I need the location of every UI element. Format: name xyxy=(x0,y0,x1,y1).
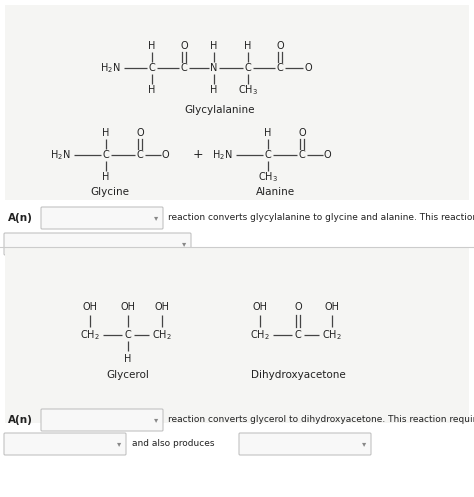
Text: Glycerol: Glycerol xyxy=(107,370,149,380)
Text: C: C xyxy=(299,150,305,160)
Text: OH: OH xyxy=(325,302,339,312)
Text: O: O xyxy=(323,150,331,160)
Text: C: C xyxy=(103,150,109,160)
Text: H$_2$N: H$_2$N xyxy=(100,61,120,75)
FancyBboxPatch shape xyxy=(239,433,371,455)
Text: A(n): A(n) xyxy=(8,213,33,223)
Text: Dihydroxyacetone: Dihydroxyacetone xyxy=(251,370,346,380)
Text: CH$_2$: CH$_2$ xyxy=(152,328,172,342)
Text: H: H xyxy=(148,85,155,95)
Text: H$_2$N: H$_2$N xyxy=(211,148,232,162)
Text: Glycine: Glycine xyxy=(91,187,129,197)
Text: A(n): A(n) xyxy=(8,415,33,425)
Text: +: + xyxy=(193,149,203,162)
Text: ▾: ▾ xyxy=(154,214,158,223)
FancyBboxPatch shape xyxy=(41,409,163,431)
Text: O: O xyxy=(161,150,169,160)
Text: C: C xyxy=(264,150,272,160)
Text: H: H xyxy=(102,128,109,138)
Text: N: N xyxy=(210,63,218,73)
Text: H$_2$N: H$_2$N xyxy=(50,148,70,162)
FancyBboxPatch shape xyxy=(5,5,469,200)
Text: CH$_2$: CH$_2$ xyxy=(250,328,270,342)
Text: O: O xyxy=(180,41,188,51)
Text: CH$_3$: CH$_3$ xyxy=(258,170,278,184)
Text: O: O xyxy=(136,128,144,138)
Text: O: O xyxy=(298,128,306,138)
Text: and also produces: and also produces xyxy=(132,439,215,448)
Text: ▾: ▾ xyxy=(117,439,121,448)
Text: C: C xyxy=(245,63,251,73)
Text: OH: OH xyxy=(253,302,267,312)
Text: H: H xyxy=(244,41,252,51)
Text: CH$_2$: CH$_2$ xyxy=(322,328,342,342)
Text: O: O xyxy=(294,302,302,312)
Text: H: H xyxy=(264,128,272,138)
Text: H: H xyxy=(102,172,109,182)
Text: C: C xyxy=(181,63,187,73)
FancyBboxPatch shape xyxy=(41,207,163,229)
Text: ▾: ▾ xyxy=(362,439,366,448)
Text: O: O xyxy=(304,63,312,73)
FancyBboxPatch shape xyxy=(5,248,469,423)
FancyBboxPatch shape xyxy=(4,233,191,255)
Text: OH: OH xyxy=(155,302,170,312)
Text: Alanine: Alanine xyxy=(255,187,294,197)
Text: O: O xyxy=(276,41,284,51)
Text: C: C xyxy=(277,63,283,73)
Text: OH: OH xyxy=(120,302,136,312)
Text: C: C xyxy=(149,63,155,73)
Text: H: H xyxy=(210,41,218,51)
Text: CH$_3$: CH$_3$ xyxy=(238,83,258,97)
Text: Glycylalanine: Glycylalanine xyxy=(185,105,255,115)
Text: reaction converts glycylalanine to glycine and alanine. This reaction requires: reaction converts glycylalanine to glyci… xyxy=(168,214,474,223)
FancyBboxPatch shape xyxy=(4,433,126,455)
Text: C: C xyxy=(295,330,301,340)
Text: OH: OH xyxy=(82,302,98,312)
Text: H: H xyxy=(210,85,218,95)
Text: ▾: ▾ xyxy=(154,415,158,424)
Text: H: H xyxy=(148,41,155,51)
Text: H: H xyxy=(124,354,132,364)
Text: C: C xyxy=(137,150,143,160)
Text: reaction converts glycerol to dihydroxyacetone. This reaction requires: reaction converts glycerol to dihydroxya… xyxy=(168,415,474,424)
Text: C: C xyxy=(125,330,131,340)
Text: CH$_2$: CH$_2$ xyxy=(80,328,100,342)
Text: ▾: ▾ xyxy=(182,240,186,248)
